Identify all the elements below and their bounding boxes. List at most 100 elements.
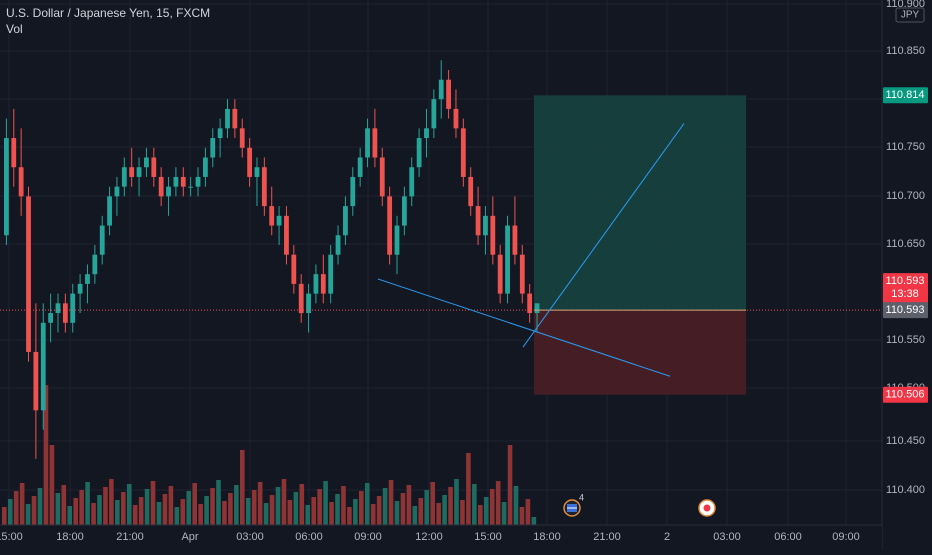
time-tick-label: 18:00 — [533, 531, 561, 543]
volume-bar — [495, 481, 501, 525]
candle-body — [11, 138, 17, 168]
volume-bar — [73, 498, 78, 525]
candle-body — [401, 196, 407, 226]
volume-bar — [388, 480, 394, 525]
long-position-target-zone[interactable] — [534, 95, 746, 311]
volume-bar — [55, 493, 61, 525]
volume-bar — [323, 481, 328, 525]
price-axis[interactable]: 110.900110.850110.800110.750110.700110.6… — [881, 0, 932, 550]
candle-body — [379, 157, 385, 197]
candle-body — [350, 176, 356, 207]
volume-bar — [460, 500, 465, 525]
candle-body — [446, 79, 451, 109]
volume-bar — [109, 479, 114, 525]
candle-body — [416, 138, 422, 168]
volume-bar — [132, 505, 138, 525]
volume-bar — [126, 484, 132, 525]
candle-body — [18, 167, 24, 197]
projection-line[interactable] — [522, 123, 685, 348]
candle-body — [40, 322, 46, 411]
volume-bar — [525, 499, 531, 525]
time-axis[interactable]: 15:00 18:00 21:00 Apr 03:00 06:00 09:00 12:00 15… — [0, 524, 882, 550]
candle-body — [247, 147, 253, 177]
volume-bar — [49, 445, 55, 525]
volume-bar — [341, 486, 346, 525]
volume-bars — [2, 385, 537, 525]
last-price-badge-background — [883, 273, 928, 304]
volume-bar — [13, 491, 19, 525]
candle-body — [144, 157, 149, 168]
candle-body — [188, 186, 194, 188]
volume-bar — [412, 506, 418, 525]
volume-bar — [174, 507, 180, 525]
candle-body — [328, 254, 334, 294]
currency-box[interactable] — [895, 7, 925, 23]
candle-body — [534, 303, 540, 314]
candle-body — [70, 293, 76, 323]
volume-bar — [353, 499, 358, 525]
volume-bar — [442, 495, 447, 525]
volume-bar — [150, 481, 156, 525]
economic-event-dot-icon[interactable] — [698, 499, 716, 517]
candle-body — [394, 225, 400, 255]
volume-bar — [180, 499, 186, 525]
candle-body — [77, 283, 83, 294]
candle-body — [527, 293, 533, 314]
candle-body — [343, 206, 348, 236]
volume-indicator-label[interactable]: Vol — [6, 22, 23, 36]
volume-bar — [97, 495, 102, 525]
volume-bar — [406, 485, 412, 525]
candle-body — [365, 128, 370, 158]
volume-bar — [293, 492, 299, 525]
volume-bar — [79, 490, 84, 525]
volume-bar — [382, 488, 388, 525]
volume-bar — [317, 489, 322, 525]
volume-bar — [501, 502, 507, 525]
volume-bar — [115, 500, 120, 525]
volume-bar — [19, 483, 25, 525]
time-tick-label: 21:00 — [593, 531, 621, 543]
time-tick-label: 12:00 — [415, 531, 443, 543]
candle-body — [438, 79, 444, 100]
candle-body — [166, 186, 171, 197]
time-axis-background — [0, 525, 882, 550]
long-position-stop-zone[interactable] — [534, 310, 746, 395]
volume-bar — [222, 501, 227, 525]
economic-event-flag-icon[interactable]: 4 — [563, 492, 584, 517]
volume-bar — [507, 445, 513, 525]
volume-bar — [228, 493, 233, 525]
candle-body — [298, 283, 304, 314]
candle-body — [225, 108, 230, 129]
time-tick-label: Apr — [181, 531, 198, 543]
volume-bar — [281, 479, 287, 525]
candle-body — [158, 176, 164, 197]
entry-price-badge-text: 110.593 — [886, 304, 925, 316]
candle-body — [114, 186, 120, 197]
volume-bar — [448, 487, 453, 525]
price-tick-label: 110.400 — [886, 484, 925, 496]
time-tick-label: 09:00 — [832, 531, 860, 543]
volume-bar — [478, 505, 483, 525]
target-price-badge: 110.814 — [883, 87, 928, 104]
entry-price-badge: 110.593 — [883, 302, 928, 319]
volume-bar — [204, 496, 209, 525]
chart-legend: U.S. Dollar / Japanese Yen, 15, FXCM Vol — [6, 5, 210, 37]
volume-bar — [7, 499, 13, 525]
candle-body — [475, 206, 481, 236]
time-tick-label: 06:00 — [295, 531, 323, 543]
volume-bar — [418, 498, 424, 525]
trend-line[interactable] — [377, 278, 671, 377]
candle-body — [202, 157, 208, 177]
symbol-title[interactable]: U.S. Dollar / Japanese Yen, 15, FXCM — [6, 6, 211, 20]
time-tick-label: 15:00 — [474, 531, 502, 543]
candle-body — [313, 274, 319, 294]
stop-price-badge: 110.506 — [883, 386, 928, 403]
candle-body — [261, 167, 267, 207]
time-tick-label: 03:00 — [236, 531, 264, 543]
last-price-badge-text: 13:38 — [891, 288, 919, 300]
volume-bar — [240, 450, 245, 525]
entry-price-badge-background — [883, 302, 928, 319]
